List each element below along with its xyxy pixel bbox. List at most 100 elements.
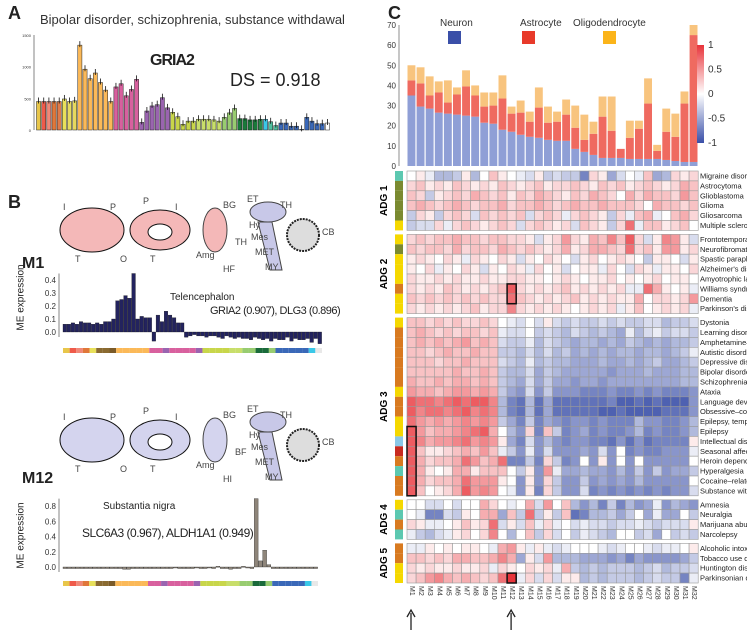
heatmap-cell — [479, 244, 490, 255]
c-stacked-bar-astrocyte — [516, 112, 525, 135]
heatmap-cell — [443, 244, 453, 255]
m12-bar — [169, 566, 174, 569]
heatmap-cell — [488, 396, 499, 407]
heatmap-cell — [406, 263, 417, 275]
heatmap-cell — [479, 346, 490, 358]
heatmap-cell — [588, 356, 599, 368]
m12-brain-label: HI — [223, 474, 232, 484]
m1-ytick-label: 0.1 — [45, 315, 57, 324]
heatmap-cell — [597, 455, 608, 467]
m1-bar — [253, 331, 257, 338]
heatmap-cell — [424, 396, 435, 407]
heatmap-cell — [643, 273, 653, 285]
heatmap-cell — [515, 253, 526, 265]
heatmap-cell — [679, 190, 690, 202]
m1-brain-label: I — [63, 202, 66, 212]
heatmap-cell — [606, 170, 617, 182]
heatmap-cell — [588, 327, 599, 338]
heatmap-cell — [506, 529, 517, 540]
heatmap-cell — [597, 356, 608, 368]
c-stacked-bar-neuron — [480, 122, 489, 166]
c-stacked-bar-astrocyte — [662, 131, 671, 160]
m1-bar — [119, 299, 124, 333]
heatmap-cell — [479, 455, 490, 467]
heatmap-cell — [643, 396, 653, 407]
heatmap-cell — [479, 283, 490, 295]
m12-region: Substantia nigra — [103, 501, 176, 512]
heatmap-cell — [679, 445, 690, 457]
heatmap-cell — [625, 317, 635, 328]
heatmap-cell — [515, 509, 526, 520]
heatmap-cell — [661, 552, 672, 564]
m1-region-color — [202, 348, 210, 353]
heatmap-cell — [552, 529, 562, 540]
m1-bar — [111, 318, 116, 333]
row-group-color — [395, 264, 403, 274]
heatmap-cell — [661, 416, 672, 427]
heatmap-cell — [406, 190, 417, 202]
heatmap-cell — [661, 317, 672, 328]
heatmap-cell — [570, 465, 581, 477]
heatmap-cell — [597, 485, 608, 497]
heatmap-cell — [652, 386, 663, 398]
heatmap-cell — [634, 396, 644, 407]
heatmap-cell — [652, 455, 663, 467]
heatmap-cell — [688, 386, 699, 398]
heatmap-cell — [670, 572, 681, 584]
heatmap-cell — [625, 562, 635, 574]
row-group-color — [395, 274, 403, 284]
heatmap-cell — [534, 303, 544, 314]
heatmap-cell — [452, 190, 462, 202]
m12-bar — [254, 498, 259, 568]
heatmap-cell — [479, 220, 490, 231]
heatmap-cell — [661, 475, 672, 487]
heatmap-cell — [561, 180, 572, 192]
c-stacked-bar-oligodendrocyte — [443, 80, 452, 103]
heatmap-cell — [415, 529, 426, 540]
heatmap-cell — [497, 543, 508, 554]
heatmap-cell — [661, 244, 672, 255]
m12-brain-label: P — [143, 406, 149, 416]
m12-bar — [92, 566, 97, 569]
heatmap-cell — [661, 485, 672, 497]
m12-region-color — [187, 581, 194, 586]
c-stacked-bar-neuron — [498, 129, 507, 166]
heatmap-cell — [543, 346, 553, 358]
heatmap-cell — [524, 263, 535, 275]
a-bar — [67, 101, 72, 131]
heatmap-cell — [433, 356, 444, 368]
heatmap-cell — [652, 572, 663, 584]
m12-bar — [190, 566, 195, 569]
heatmap-cell — [534, 263, 544, 275]
heatmap-cell — [461, 562, 472, 574]
heatmap-cell — [497, 327, 508, 338]
heatmap-cell — [406, 346, 417, 358]
adg-group-label: ADG 5 — [379, 547, 390, 578]
heatmap-cell — [570, 426, 581, 437]
heatmap-cell — [534, 416, 544, 427]
c-stacked-bar-neuron — [653, 158, 662, 166]
m1-bar — [83, 322, 88, 333]
heatmap-cell — [670, 210, 681, 221]
heatmap-cell — [688, 303, 699, 314]
heatmap-cell — [670, 552, 681, 564]
m12-ytick-label: 0.4 — [45, 533, 57, 542]
heatmap-cell — [433, 337, 444, 348]
heatmap-cell — [634, 406, 644, 417]
m12-bar — [232, 566, 237, 569]
c-stacked-bar-oligodendrocyte — [462, 70, 470, 87]
heatmap-cell — [497, 552, 508, 564]
heatmap-cell — [670, 244, 681, 255]
heatmap-cell — [415, 327, 426, 338]
heatmap-cell — [579, 465, 590, 477]
heatmap-cell — [497, 386, 508, 398]
heatmap-cell — [524, 386, 535, 398]
heatmap-cell — [433, 366, 444, 378]
heatmap-cell — [561, 485, 572, 497]
heatmap-cell — [479, 253, 490, 265]
heatmap-cell — [452, 543, 462, 554]
heatmap-cell — [579, 180, 590, 192]
colorbar — [697, 45, 704, 143]
heatmap-cell — [652, 337, 663, 348]
m1-lateral-brain — [59, 207, 125, 253]
